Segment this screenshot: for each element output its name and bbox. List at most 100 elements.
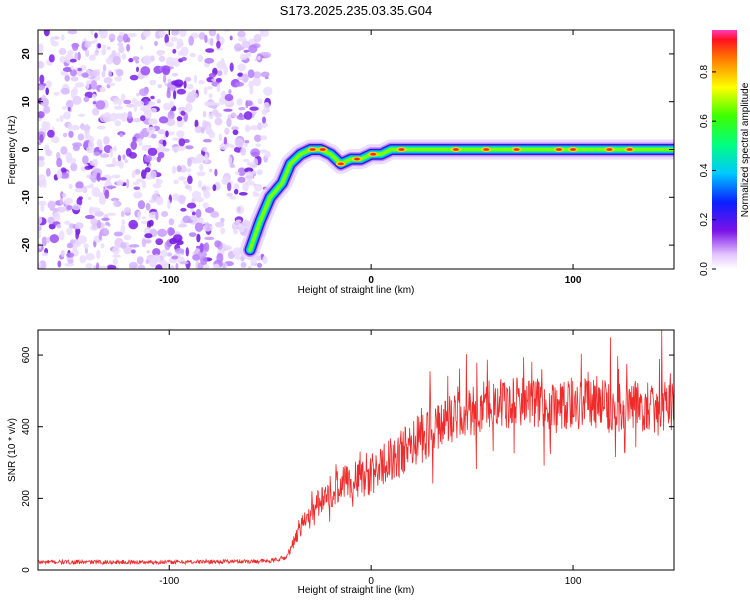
ridge-layer-4 [247, 146, 674, 253]
noise-blob [165, 56, 174, 66]
noise-blob [137, 200, 146, 210]
noise-blob [131, 97, 138, 104]
noise-blob [38, 179, 44, 188]
noise-blob [141, 169, 147, 179]
noise-blob [161, 65, 171, 74]
noise-blob [106, 212, 117, 216]
noise-blob [230, 145, 235, 149]
snr-xtick-label: 100 [565, 576, 582, 587]
noise-blob [171, 80, 179, 86]
noise-blob [84, 246, 88, 255]
noise-blob [38, 242, 42, 250]
noise-blob [101, 217, 110, 221]
noise-blob [240, 147, 247, 156]
noise-blob [256, 169, 263, 176]
noise-blob [173, 60, 180, 67]
noise-blob [118, 45, 125, 54]
noise-blob [106, 264, 117, 269]
noise-blob [102, 44, 107, 49]
noise-blob [72, 86, 78, 96]
noise-blob [89, 160, 99, 166]
noise-blob [239, 53, 248, 61]
noise-blob [72, 144, 80, 152]
spectrogram-xtick-label: 100 [565, 275, 582, 286]
noise-blob [67, 30, 78, 35]
noise-blob [231, 112, 237, 118]
noise-blob [47, 129, 55, 138]
noise-blob [90, 30, 94, 36]
noise-blob [259, 30, 267, 33]
noise-blob [131, 170, 136, 179]
noise-blob [102, 64, 107, 72]
noise-blob [205, 128, 214, 135]
noise-blob [140, 45, 144, 50]
noise-blob [89, 40, 96, 45]
noise-blob [39, 74, 45, 84]
noise-blob [67, 50, 74, 55]
noise-blob [45, 149, 53, 157]
noise-blob [141, 216, 146, 220]
noise-blob [145, 202, 151, 211]
noise-blob [50, 36, 55, 45]
noise-blob [70, 76, 79, 82]
noise-blob [129, 244, 140, 248]
noise-blob [66, 205, 73, 211]
colorbar-tick-label: 0.0 [699, 262, 710, 276]
noise-blob [113, 199, 117, 207]
noise-blob [144, 167, 151, 173]
noise-blob [194, 93, 198, 99]
noise-blob [179, 165, 187, 173]
noise-blob [173, 148, 178, 153]
noise-blob [197, 54, 204, 62]
noise-blob [205, 207, 215, 214]
noise-blob [38, 215, 43, 225]
noise-blob [84, 40, 92, 49]
noise-blob [72, 203, 81, 211]
noise-blob [49, 234, 59, 244]
noise-blob [203, 86, 208, 96]
noise-blob [236, 46, 245, 51]
noise-blob [38, 160, 45, 168]
noise-blob [61, 193, 67, 198]
noise-blob [203, 242, 210, 253]
noise-blob [85, 214, 95, 220]
noise-blob [79, 255, 87, 264]
noise-blob [47, 216, 55, 225]
noise-blob [122, 33, 129, 43]
noise-blob [136, 92, 140, 97]
noise-blob [135, 178, 145, 183]
noise-blob [240, 261, 247, 268]
snr-ticks: -100 0 100 0 200 400 600 [21, 330, 674, 587]
noise-blob [158, 55, 166, 63]
noise-blob [129, 74, 139, 81]
ridge-hotspot-core [370, 152, 377, 156]
noise-blob [68, 130, 74, 138]
noise-blob [115, 160, 123, 167]
noise-blob [125, 103, 135, 108]
noise-blob [219, 96, 227, 105]
noise-blob [71, 42, 80, 49]
noise-blob [149, 79, 157, 86]
noise-blob [66, 157, 77, 164]
noise-blob [197, 217, 204, 224]
noise-blob [85, 263, 93, 269]
noise-blob [117, 35, 124, 43]
noise-blob [249, 85, 254, 95]
noise-blob [202, 184, 208, 194]
noise-blob [113, 105, 124, 110]
noise-blob [176, 145, 187, 151]
noise-blob [82, 155, 89, 165]
noise-blob [158, 116, 169, 124]
noise-blob [236, 76, 244, 81]
noise-blob [234, 188, 239, 195]
noise-blob [77, 235, 87, 244]
noise-blob [78, 196, 83, 201]
noise-blob [150, 170, 157, 180]
noise-blob [212, 263, 220, 269]
noise-blob [226, 192, 233, 197]
noise-blob [214, 240, 221, 248]
noise-blob [105, 57, 114, 65]
noise-blob [135, 59, 140, 64]
noise-blob [108, 33, 116, 42]
noise-blob [205, 48, 215, 53]
